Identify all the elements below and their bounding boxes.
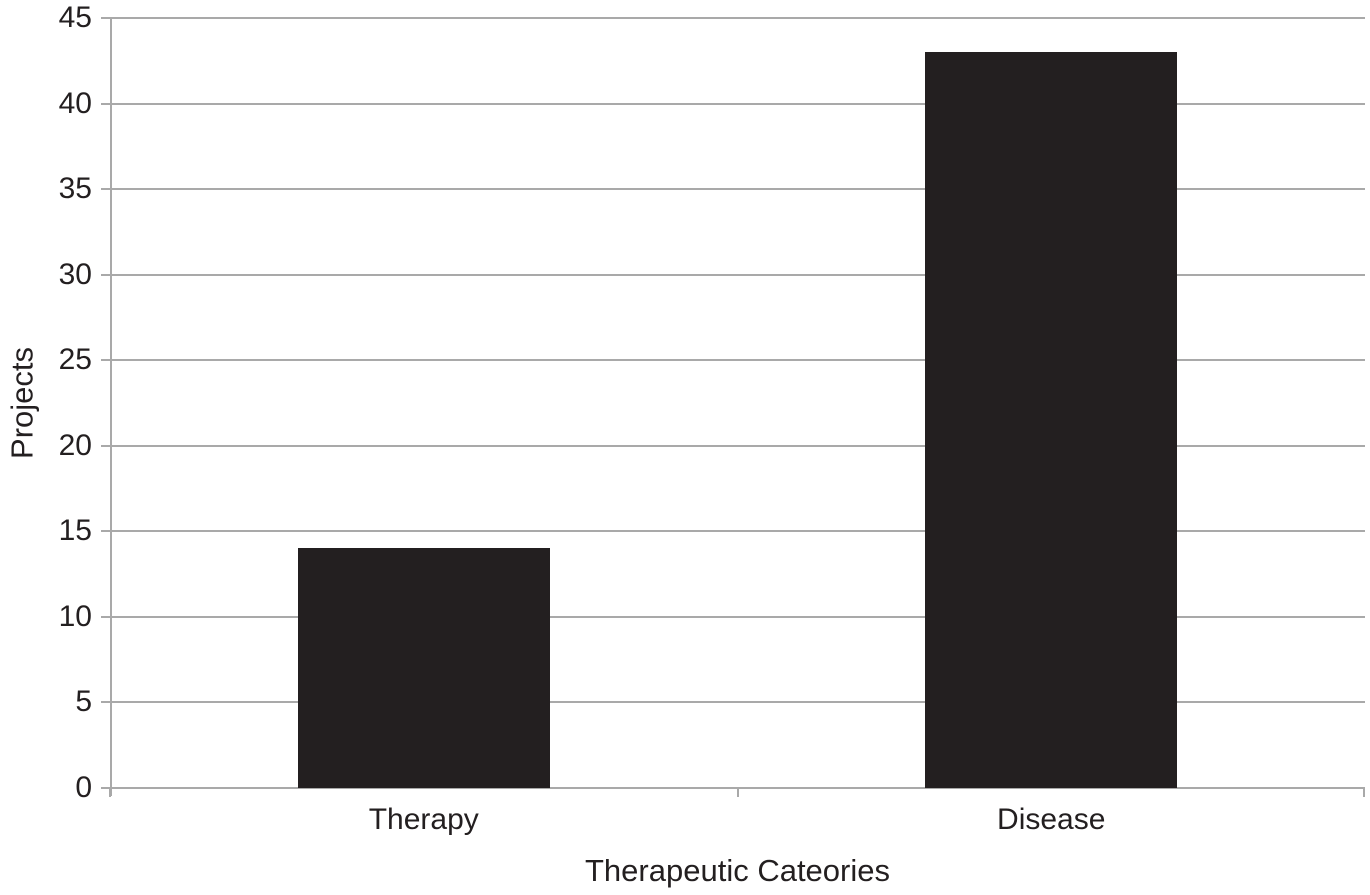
bar-therapy — [297, 548, 550, 788]
x-axis-tick — [1363, 788, 1365, 797]
plot-area — [101, 17, 1365, 797]
y-tick-label: 20 — [58, 428, 92, 462]
y-tick-label: 15 — [58, 514, 92, 548]
gridline — [101, 102, 1365, 105]
gridline — [101, 17, 1365, 19]
y-tick-labels: 0 5 10 15 20 25 30 35 40 45 — [0, 3, 92, 803]
y-axis-line — [110, 18, 112, 796]
bar-disease — [925, 52, 1178, 788]
gridline — [101, 530, 1365, 533]
y-tick-label: 5 — [75, 685, 92, 719]
gridline — [101, 615, 1365, 618]
category-labels: Therapy Disease — [110, 802, 1365, 846]
gridline — [101, 787, 1365, 789]
gridline — [101, 359, 1365, 362]
x-axis-tick — [736, 788, 739, 797]
y-tick-label: 30 — [58, 257, 92, 291]
category-label-disease: Disease — [997, 803, 1106, 836]
gridline — [101, 273, 1365, 276]
y-tick-label: 0 — [75, 771, 92, 804]
x-axis-title: Therapeutic Cateories — [585, 853, 890, 888]
y-tick-label: 35 — [58, 172, 92, 206]
x-axis-tick — [109, 788, 111, 797]
category-label-therapy: Therapy — [368, 803, 479, 836]
gridline — [101, 701, 1365, 704]
y-tick-label: 40 — [58, 86, 92, 120]
y-tick-label: 45 — [58, 1, 92, 34]
y-tick-label: 10 — [58, 599, 92, 633]
gridline — [101, 188, 1365, 191]
y-tick-label: 25 — [58, 343, 92, 377]
gridline — [101, 444, 1365, 447]
